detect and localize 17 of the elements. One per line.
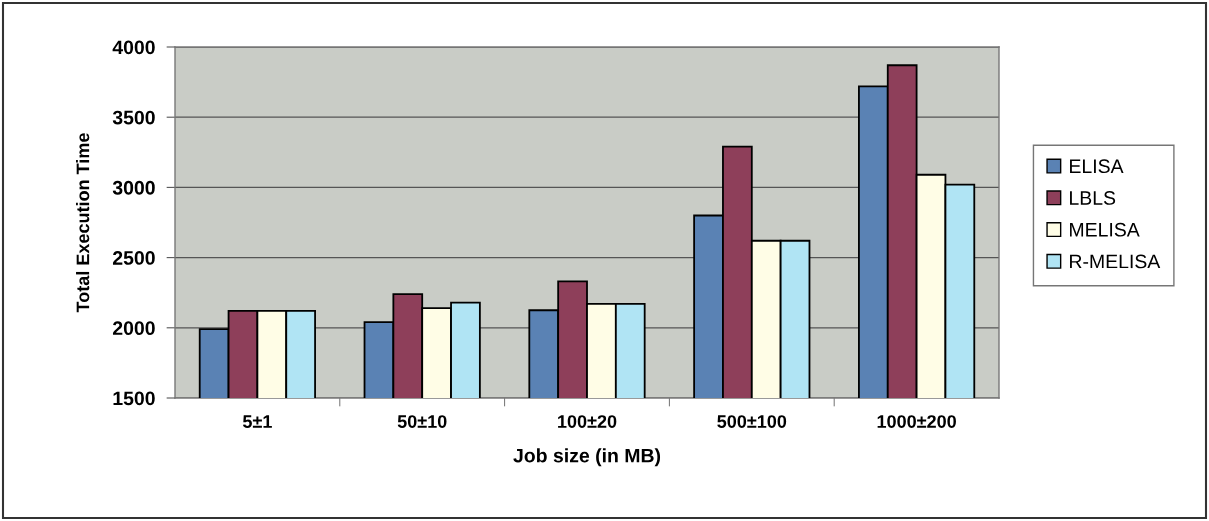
legend-label: ELISA — [1070, 159, 1124, 174]
y-axis-title: Total Execution Time — [76, 133, 90, 313]
legend-label: MELISA — [1070, 222, 1140, 237]
y-tick-label: 4000 — [112, 40, 155, 55]
x-tick-label: 50±10 — [397, 415, 447, 428]
y-tick-label: 2500 — [112, 251, 155, 265]
y-tick-label: 3500 — [112, 110, 155, 125]
y-tick-label: 2000 — [112, 321, 155, 336]
y-tick-label: 3000 — [112, 180, 155, 195]
x-tick-label: 100±20 — [558, 415, 617, 428]
x-tick-label: 5±1 — [242, 415, 272, 428]
legend-label: LBLS — [1070, 191, 1116, 205]
x-tick-label: 500±100 — [717, 415, 787, 428]
y-tick-label: 1500 — [113, 391, 155, 406]
x-axis-title: Job size (in MB) — [513, 448, 661, 467]
legend-label: R-MELISA — [1070, 254, 1161, 269]
x-tick-label: 1000±200 — [877, 415, 956, 428]
